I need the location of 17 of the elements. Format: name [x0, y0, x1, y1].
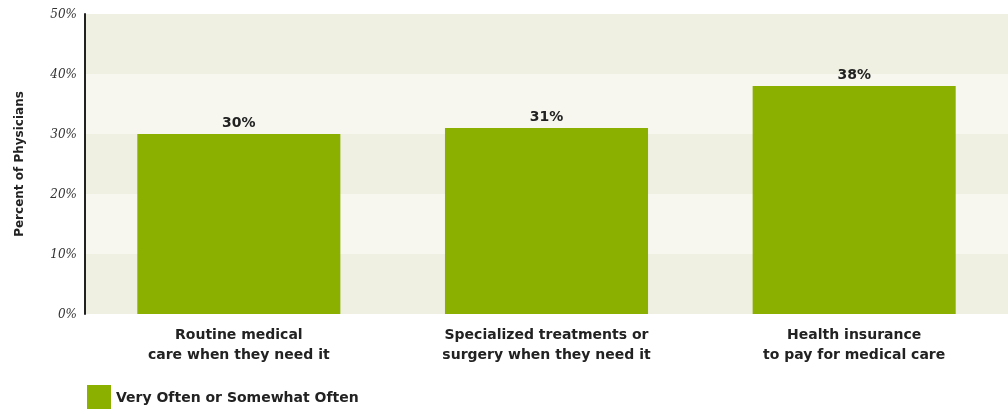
y-tick-label: 30%	[50, 127, 77, 141]
x-tick-label: Specialized treatments or surgery when they need it	[442, 326, 651, 362]
data-label: 31%	[529, 108, 564, 124]
x-tick-label: Health insurance to pay for medical care	[763, 326, 946, 362]
legend-label: Very Often or Somewhat Often	[116, 389, 359, 405]
bar	[752, 86, 956, 314]
y-axis-title: Percent of Physicians	[12, 91, 26, 237]
x-tick-label: Routine medical care when they need it	[147, 326, 331, 362]
bar	[444, 128, 649, 314]
data-label: 30%	[222, 114, 256, 130]
y-tick-label: 0%	[57, 307, 77, 321]
y-tick-label: 10%	[50, 247, 77, 261]
y-tick-label: 40%	[49, 67, 77, 81]
y-tick-label: 20%	[49, 187, 77, 201]
bar	[137, 134, 341, 314]
data-label: 38%	[837, 66, 871, 82]
y-tick-label: 50%	[50, 7, 77, 21]
